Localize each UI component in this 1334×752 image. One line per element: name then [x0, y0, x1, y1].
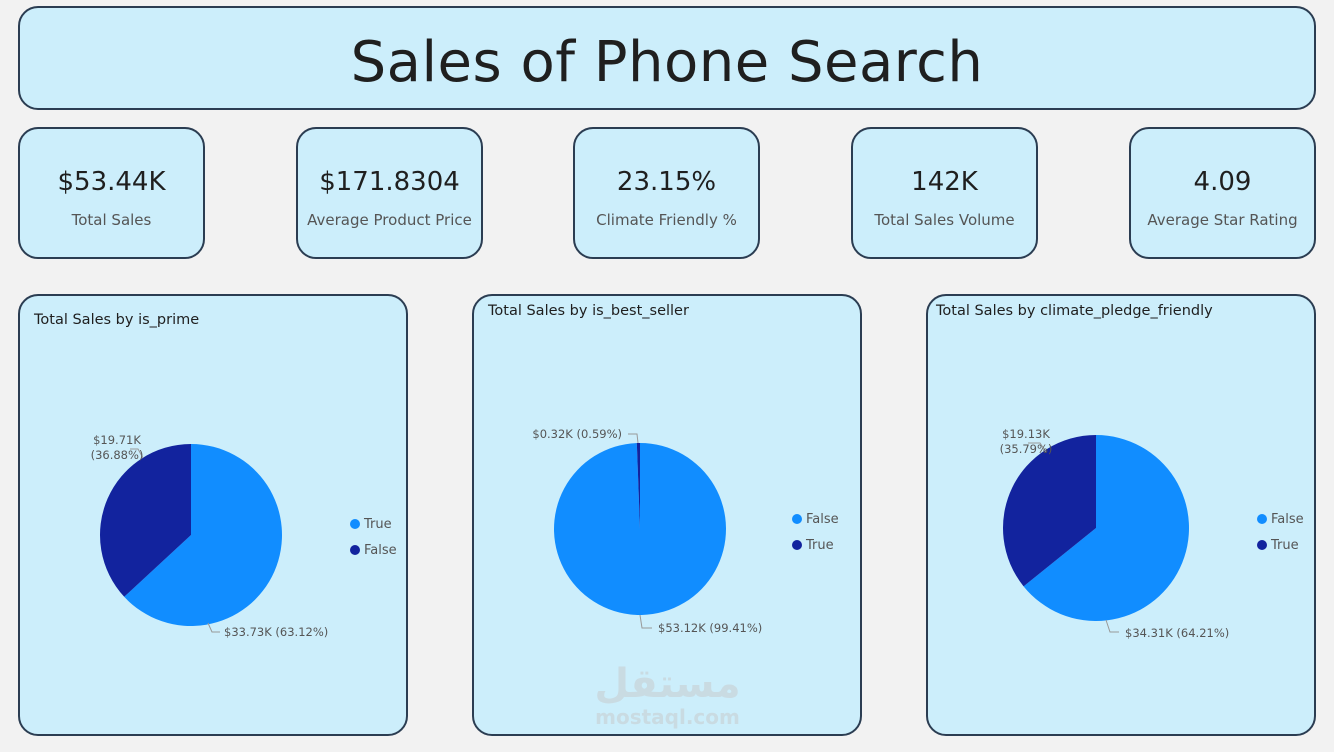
data-label: $53.12K (99.41%)	[658, 621, 762, 635]
title-card: Sales of Phone Search	[18, 6, 1316, 110]
legend-item[interactable]: False	[1257, 506, 1304, 532]
legend-dot-icon	[350, 519, 360, 529]
pie-slice-false[interactable]	[100, 444, 191, 597]
data-label: $33.73K (63.12%)	[224, 625, 328, 639]
legend-dot-icon	[792, 514, 802, 524]
data-label-leader	[639, 614, 652, 629]
watermark-arabic: مستقل	[594, 661, 741, 707]
chart-title: Total Sales by is_prime	[34, 312, 200, 328]
kpi-label: Average Star Rating	[1147, 211, 1298, 229]
legend-dot-icon	[1257, 540, 1267, 550]
kpi-card-average-product-price[interactable]: $171.8304 Average Product Price	[296, 127, 483, 259]
pie-chart-is-best-seller[interactable]: $53.12K (99.41%) $0.32K (0.59%)	[474, 296, 860, 734]
legend-label: True	[364, 516, 392, 532]
pie-slice-true[interactable]	[1003, 435, 1096, 587]
pie-chart-is-prime[interactable]: $33.73K (63.12%) $19.71K(36.88%)	[20, 296, 406, 734]
kpi-value: $171.8304	[319, 167, 460, 197]
data-label: $19.71K	[93, 433, 141, 447]
data-label: $19.13K	[1002, 427, 1050, 441]
legend-item[interactable]: False	[350, 537, 397, 563]
legend-dot-icon	[350, 545, 360, 555]
kpi-card-climate-friendly[interactable]: 23.15% Climate Friendly %	[573, 127, 760, 259]
data-label-leader	[1105, 619, 1119, 633]
chart-legend: False True	[792, 506, 839, 558]
kpi-value: 142K	[911, 167, 978, 197]
chart-title: Total Sales by climate_pledge_friendly	[936, 303, 1213, 319]
pie-slice-false[interactable]	[553, 443, 726, 615]
legend-label: True	[1271, 537, 1299, 553]
data-label: $34.31K (64.21%)	[1125, 626, 1229, 640]
data-label: $0.32K (0.59%)	[532, 427, 622, 441]
data-label-leader	[628, 433, 639, 444]
page-title: Sales of Phone Search	[350, 30, 984, 95]
legend-item[interactable]: True	[1257, 532, 1304, 558]
kpi-value: 23.15%	[616, 167, 717, 197]
kpi-value: $53.44K	[57, 167, 166, 197]
chart-card-climate-pledge-friendly[interactable]: Total Sales by climate_pledge_friendly $…	[926, 294, 1316, 736]
legend-dot-icon	[792, 540, 802, 550]
chart-card-is-prime[interactable]: Total Sales by is_prime $33.73K (63.12%)…	[18, 294, 408, 736]
data-label: (35.79%)	[1000, 442, 1053, 456]
legend-label: False	[1271, 511, 1304, 527]
legend-label: True	[806, 537, 834, 553]
pie-slice-true[interactable]	[636, 443, 640, 529]
kpi-value: 4.09	[1193, 167, 1252, 197]
kpi-card-total-sales[interactable]: $53.44K Total Sales	[18, 127, 205, 259]
data-label-leader	[1028, 442, 1047, 453]
legend-label: False	[364, 542, 397, 558]
data-label-leader	[130, 448, 144, 459]
pie-slice-false[interactable]	[1023, 435, 1189, 621]
data-label-leader	[207, 622, 220, 633]
pie-slice-true[interactable]	[124, 444, 283, 626]
legend-item[interactable]: True	[792, 532, 839, 558]
kpi-label: Average Product Price	[307, 211, 472, 229]
kpi-label: Climate Friendly %	[596, 211, 737, 229]
kpi-card-total-sales-volume[interactable]: 142K Total Sales Volume	[851, 127, 1038, 259]
pie-chart-climate-pledge-friendly[interactable]: $34.31K (64.21%) $19.13K(35.79%)	[928, 296, 1314, 734]
kpi-card-average-star-rating[interactable]: 4.09 Average Star Rating	[1129, 127, 1316, 259]
chart-title: Total Sales by is_best_seller	[488, 303, 689, 319]
legend-label: False	[806, 511, 839, 527]
chart-legend: True False	[350, 511, 397, 563]
legend-item[interactable]: False	[792, 506, 839, 532]
data-label: (36.88%)	[91, 448, 144, 462]
legend-item[interactable]: True	[350, 511, 397, 537]
chart-card-is-best-seller[interactable]: Total Sales by is_best_seller $53.12K (9…	[472, 294, 862, 736]
legend-dot-icon	[1257, 514, 1267, 524]
chart-legend: False True	[1257, 506, 1304, 558]
kpi-label: Total Sales Volume	[874, 211, 1015, 229]
watermark-logo: مستقل mostaql.com	[585, 662, 750, 728]
watermark-site: mostaql.com	[595, 705, 740, 729]
kpi-label: Total Sales	[71, 211, 152, 229]
